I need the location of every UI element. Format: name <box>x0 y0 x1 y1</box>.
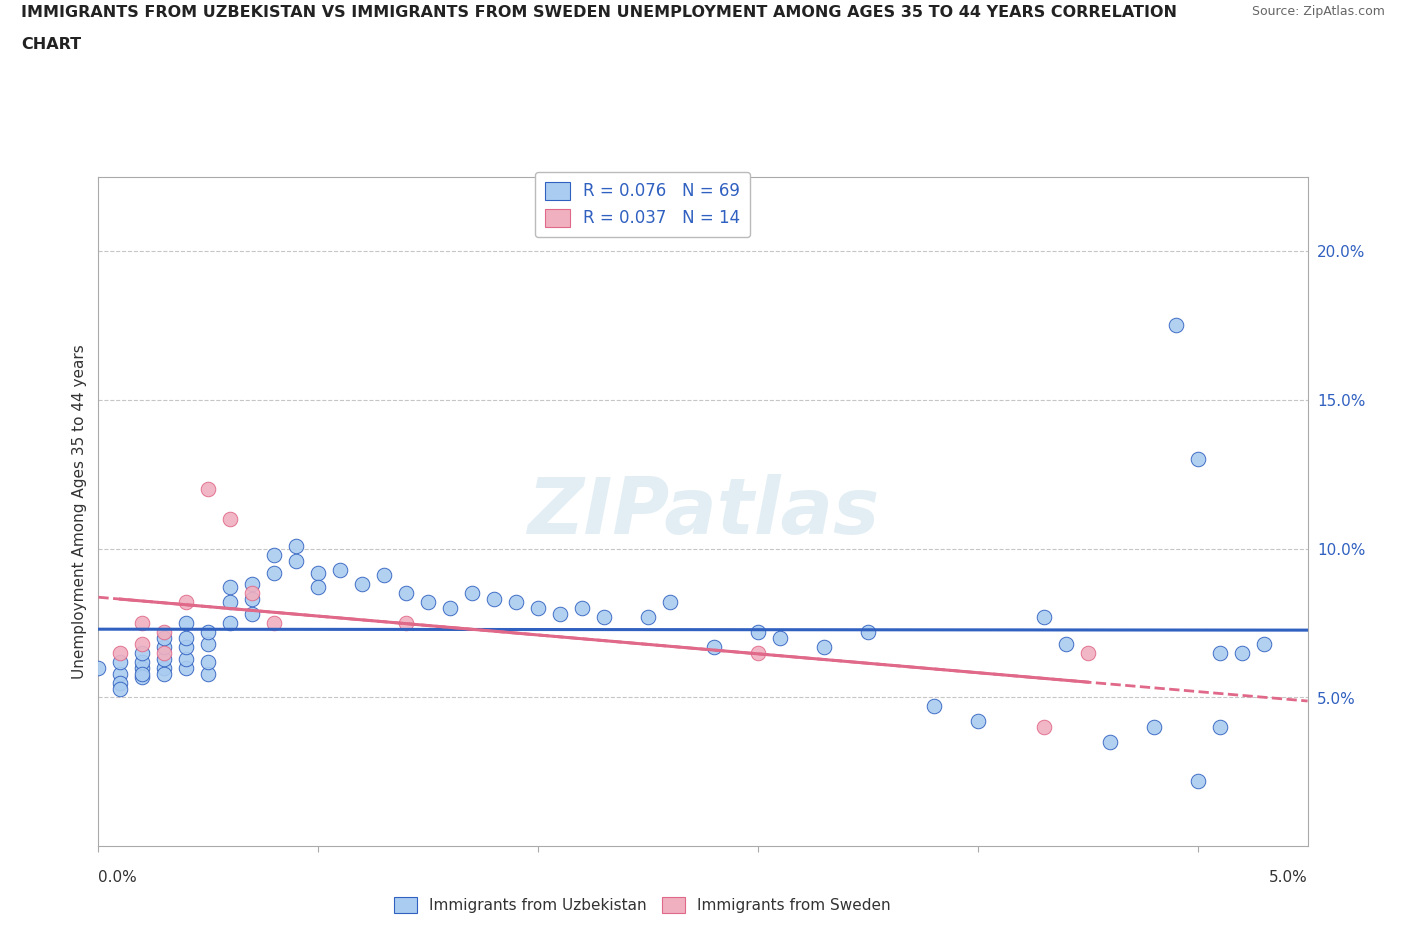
Point <box>571 601 593 616</box>
Point <box>593 610 616 625</box>
Point <box>219 616 242 631</box>
Point <box>153 625 176 640</box>
Point <box>131 636 153 651</box>
Point <box>263 547 285 562</box>
Point <box>1098 735 1121 750</box>
Point <box>176 595 198 610</box>
Point <box>769 631 792 645</box>
Point <box>131 666 153 681</box>
Point <box>110 681 132 696</box>
Point <box>418 595 440 610</box>
Point <box>176 640 198 655</box>
Text: IMMIGRANTS FROM UZBEKISTAN VS IMMIGRANTS FROM SWEDEN UNEMPLOYMENT AMONG AGES 35 : IMMIGRANTS FROM UZBEKISTAN VS IMMIGRANTS… <box>21 5 1177 20</box>
Point <box>263 565 285 580</box>
Point <box>197 636 219 651</box>
Point <box>922 699 945 714</box>
Point <box>1230 645 1253 660</box>
Point <box>131 616 153 631</box>
Text: CHART: CHART <box>21 37 82 52</box>
Point <box>659 595 682 610</box>
Point <box>153 666 176 681</box>
Point <box>439 601 461 616</box>
Point <box>219 512 242 526</box>
Text: Source: ZipAtlas.com: Source: ZipAtlas.com <box>1251 5 1385 18</box>
Point <box>395 586 418 601</box>
Point <box>527 601 550 616</box>
Point <box>637 610 659 625</box>
Point <box>307 565 329 580</box>
Point <box>307 580 329 595</box>
Text: 0.0%: 0.0% <box>98 870 138 884</box>
Point <box>110 666 132 681</box>
Legend: Immigrants from Uzbekistan, Immigrants from Sweden: Immigrants from Uzbekistan, Immigrants f… <box>388 891 897 919</box>
Point <box>153 640 176 655</box>
Point <box>505 595 527 610</box>
Point <box>131 660 153 675</box>
Point <box>240 591 263 606</box>
Point <box>482 591 505 606</box>
Point <box>197 482 219 497</box>
Point <box>285 553 308 568</box>
Point <box>176 660 198 675</box>
Point <box>285 538 308 553</box>
Point <box>131 645 153 660</box>
Text: 5.0%: 5.0% <box>1268 870 1308 884</box>
Point <box>1077 645 1099 660</box>
Point <box>219 595 242 610</box>
Point <box>1032 720 1054 735</box>
Point <box>856 625 879 640</box>
Point <box>1054 636 1077 651</box>
Point <box>87 660 110 675</box>
Point <box>813 640 835 655</box>
Point <box>1208 645 1230 660</box>
Point <box>1208 720 1230 735</box>
Point <box>329 562 352 577</box>
Point <box>1164 318 1187 333</box>
Point <box>240 606 263 621</box>
Point <box>197 625 219 640</box>
Point <box>219 580 242 595</box>
Point <box>197 666 219 681</box>
Point <box>1187 452 1209 467</box>
Point <box>548 606 571 621</box>
Point <box>352 577 374 591</box>
Point <box>131 655 153 670</box>
Point <box>703 640 725 655</box>
Point <box>110 645 132 660</box>
Point <box>1187 774 1209 789</box>
Point <box>461 586 484 601</box>
Point <box>110 675 132 690</box>
Point <box>1253 636 1275 651</box>
Point <box>153 631 176 645</box>
Point <box>153 660 176 675</box>
Point <box>747 645 769 660</box>
Point <box>395 616 418 631</box>
Point <box>1143 720 1166 735</box>
Point <box>153 645 176 660</box>
Point <box>263 616 285 631</box>
Point <box>153 651 176 666</box>
Point <box>176 651 198 666</box>
Point <box>240 586 263 601</box>
Point <box>747 625 769 640</box>
Point <box>176 616 198 631</box>
Point <box>197 655 219 670</box>
Point <box>240 577 263 591</box>
Point <box>966 714 988 729</box>
Text: ZIPatlas: ZIPatlas <box>527 473 879 550</box>
Point <box>131 670 153 684</box>
Point <box>373 568 395 583</box>
Point <box>176 631 198 645</box>
Y-axis label: Unemployment Among Ages 35 to 44 years: Unemployment Among Ages 35 to 44 years <box>72 344 87 679</box>
Point <box>110 655 132 670</box>
Point <box>1032 610 1054 625</box>
